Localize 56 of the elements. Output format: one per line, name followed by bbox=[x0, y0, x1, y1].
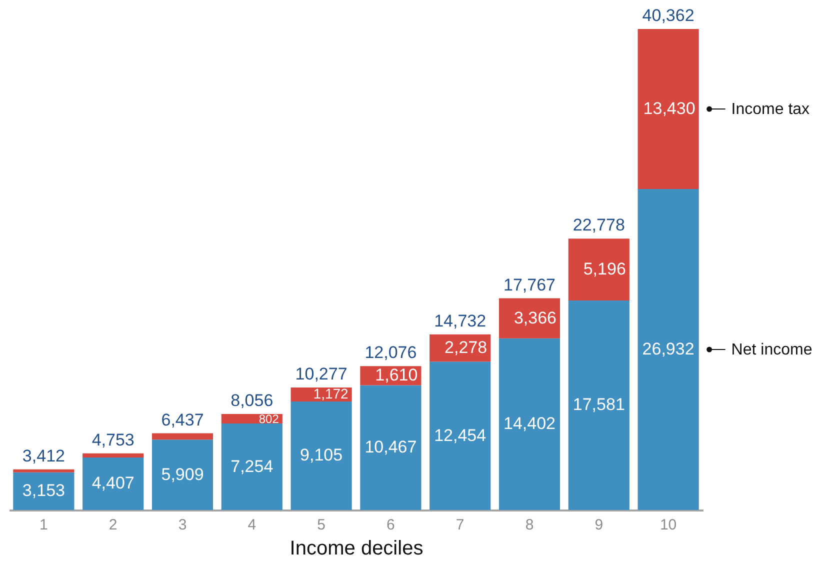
total-label: 8,056 bbox=[230, 390, 274, 410]
x-tick-label: 7 bbox=[456, 516, 464, 534]
data-label: 4,407 bbox=[92, 474, 134, 493]
bar bbox=[290, 401, 352, 510]
total-label: 17,767 bbox=[504, 275, 556, 294]
total-label: 12,076 bbox=[364, 343, 417, 362]
bar bbox=[82, 457, 144, 510]
bar bbox=[430, 362, 491, 510]
bar bbox=[638, 29, 699, 190]
bar bbox=[498, 338, 560, 510]
data-label: 17,581 bbox=[572, 395, 625, 414]
bar bbox=[152, 440, 214, 510]
data-label: 13,430 bbox=[643, 99, 696, 118]
data-label: 12,454 bbox=[434, 426, 486, 445]
x-tick-label: 6 bbox=[386, 516, 395, 534]
data-label: 14,402 bbox=[504, 414, 556, 434]
x-tick-label: 10 bbox=[660, 516, 677, 534]
total-label: 10,277 bbox=[295, 364, 348, 384]
x-tick-label: 4 bbox=[248, 516, 256, 534]
bar bbox=[82, 453, 144, 458]
bar bbox=[13, 469, 74, 472]
data-label: 7,254 bbox=[230, 456, 274, 476]
x-tick-label: 1 bbox=[40, 516, 48, 534]
bar bbox=[221, 424, 282, 510]
data-label: 5,196 bbox=[583, 260, 626, 279]
data-label: 10,467 bbox=[364, 438, 417, 457]
x-tick-label: 8 bbox=[525, 516, 534, 534]
bar bbox=[498, 298, 560, 338]
bar bbox=[568, 300, 630, 510]
data-label: 26,932 bbox=[642, 340, 694, 359]
total-label: 6,437 bbox=[161, 410, 204, 430]
data-label: 3,366 bbox=[514, 308, 556, 328]
x-tick-label: 2 bbox=[108, 516, 118, 534]
text: Net income bbox=[731, 342, 812, 359]
total-label: 22,778 bbox=[572, 216, 625, 235]
data-label: 2,278 bbox=[444, 338, 488, 358]
data-label: 3,153 bbox=[22, 481, 65, 500]
data-label: 9,105 bbox=[300, 446, 343, 465]
bar bbox=[152, 433, 214, 440]
data-label: 802 bbox=[258, 412, 280, 426]
data-label: 1,610 bbox=[375, 366, 418, 385]
total-label: 14,732 bbox=[434, 311, 486, 330]
bar bbox=[638, 189, 699, 510]
data-label: 5,909 bbox=[161, 464, 204, 484]
x-tick-label: 3 bbox=[178, 516, 187, 534]
bar bbox=[360, 385, 422, 510]
total-label: 40,362 bbox=[642, 6, 694, 25]
bar bbox=[568, 238, 630, 300]
total-label: 3,412 bbox=[22, 446, 65, 466]
text: Income tax bbox=[731, 101, 810, 118]
x-axis-title: Income deciles bbox=[290, 538, 424, 560]
x-tick-label: 9 bbox=[594, 516, 604, 534]
data-label: 1,172 bbox=[313, 386, 349, 402]
x-tick-label: 5 bbox=[317, 516, 326, 534]
bar bbox=[13, 472, 74, 510]
total-label: 4,753 bbox=[92, 430, 134, 450]
